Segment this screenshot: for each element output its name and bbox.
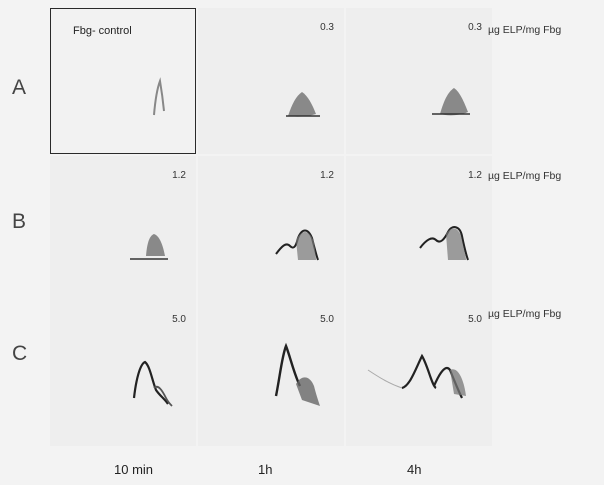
trace-a-10min xyxy=(153,77,165,116)
time-label-1h: 1h xyxy=(258,462,273,477)
panel-a-10min-control: Fbg- control xyxy=(50,8,196,154)
panel-b-10min: 1.2 xyxy=(50,156,196,302)
concentration-c-4h: 5.0 xyxy=(468,314,482,325)
time-label-10min: 10 min xyxy=(114,462,154,477)
trace-b-10min xyxy=(130,234,168,260)
concentration-b-4h: 1.2 xyxy=(468,170,482,181)
concentration-b-1h: 1.2 xyxy=(320,170,334,181)
trace-b-1h xyxy=(275,229,319,261)
panel-c-10min: 5.0 xyxy=(50,300,196,446)
time-label-4h: 4h xyxy=(407,462,422,477)
panel-b-1h: 1.2 xyxy=(198,156,344,302)
trace-a-4h xyxy=(432,88,470,116)
concentration-a-4h: 0.3 xyxy=(468,22,482,33)
unit-label-b: µg ELP/mg Fbg xyxy=(488,170,562,182)
concentration-c-10min: 5.0 xyxy=(172,314,186,325)
trace-b-4h xyxy=(419,226,469,261)
panel-c-4h: 5.0 xyxy=(346,300,492,446)
panel-b-4h: 1.2 xyxy=(346,156,492,302)
concentration-a-1h: 0.3 xyxy=(320,22,334,33)
trace-c-10min xyxy=(132,360,173,407)
row-label-b: B xyxy=(12,210,27,233)
row-label-c: C xyxy=(12,342,28,365)
concentration-c-1h: 5.0 xyxy=(320,314,334,325)
trace-c-4h xyxy=(367,353,466,399)
unit-label-c: µg ELP/mg Fbg xyxy=(488,308,562,320)
panel-a-4h: 0.3 xyxy=(346,8,492,154)
control-label: Fbg- control xyxy=(73,25,132,37)
trace-c-1h xyxy=(274,342,320,406)
row-label-a: A xyxy=(12,76,27,99)
trace-a-1h xyxy=(286,92,320,117)
panel-c-1h: 5.0 xyxy=(198,300,344,446)
panel-a-1h: 0.3 xyxy=(198,8,344,154)
unit-label-a: µg ELP/mg Fbg xyxy=(488,24,562,36)
concentration-b-10min: 1.2 xyxy=(172,170,186,181)
